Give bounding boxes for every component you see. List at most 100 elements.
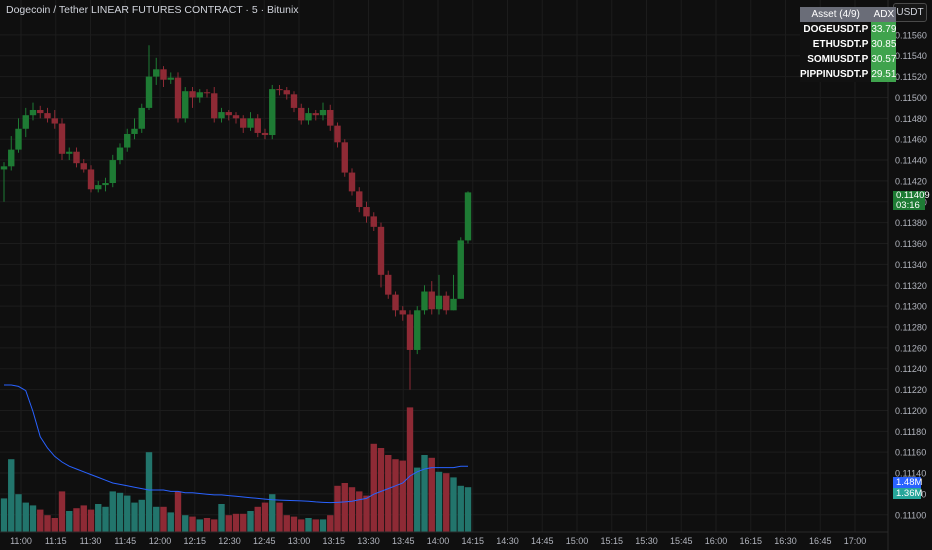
time-tick-label: 12:45 (253, 536, 276, 546)
price-tick-label: 0.11360 (895, 239, 927, 249)
time-tick-label: 13:00 (288, 536, 311, 546)
candle-countdown: 03:16 (896, 199, 920, 211)
time-tick-label: 16:15 (739, 536, 762, 546)
volume-bar (247, 511, 254, 532)
volume-ma-tag: 1.48M (893, 477, 922, 488)
volume-bar (116, 492, 124, 532)
volume-bar (87, 509, 95, 532)
volume-bar (464, 487, 472, 532)
volume-bar (348, 487, 356, 532)
candle (138, 107, 145, 129)
time-tick-label: 11:30 (80, 536, 102, 546)
price-tick-label: 0.11100 (895, 510, 926, 520)
volume-bar (44, 515, 51, 532)
adx-asset-value: 30.85 (871, 37, 897, 52)
candle (0, 166, 8, 170)
volume-bar (145, 452, 153, 532)
volume-bar (269, 494, 276, 532)
candle (232, 115, 240, 119)
candle (450, 298, 457, 311)
candle (414, 310, 421, 350)
candle (153, 69, 160, 77)
candle (435, 295, 443, 310)
candle (196, 92, 203, 98)
volume-bar (392, 459, 399, 532)
volume-bar (414, 467, 421, 532)
candle (37, 109, 44, 114)
time-tick-label: 12:15 (183, 536, 206, 546)
candle (174, 77, 182, 119)
time-tick-label: 13:45 (392, 536, 415, 546)
volume-bar (102, 506, 109, 532)
candle (276, 89, 283, 91)
candle (109, 160, 116, 184)
candle (66, 151, 73, 154)
adx-header-adx: ADX (871, 7, 897, 22)
time-tick-label: 16:45 (809, 536, 832, 546)
volume-bar (182, 515, 189, 532)
price-tick-label: 0.11140 (895, 469, 926, 479)
time-tick-label: 17:00 (844, 536, 867, 546)
volume-bar (232, 513, 240, 532)
candle (73, 151, 80, 164)
candle (327, 109, 334, 126)
volume-bar (167, 512, 174, 532)
candle (385, 274, 392, 295)
volume-bar (399, 460, 406, 532)
volume-bar (240, 513, 247, 532)
volume-bar (421, 455, 428, 532)
price-tick-label: 0.11280 (895, 322, 927, 332)
volume-bar (276, 502, 283, 532)
price-tick-label: 0.11540 (895, 51, 927, 61)
price-tick-label: 0.11380 (895, 218, 927, 228)
currency-button[interactable]: USDT (893, 3, 927, 22)
price-tick-label: 0.11200 (895, 406, 927, 416)
price-tick-label: 0.11480 (895, 114, 927, 124)
volume-bar (450, 477, 457, 532)
volume-bar (457, 485, 464, 532)
candle (421, 291, 428, 311)
candle (131, 128, 138, 134)
volume-bar (385, 455, 392, 532)
adx-asset-name: PIPPINUSDT.P (800, 67, 872, 82)
candle (457, 240, 464, 299)
time-tick-label: 11:45 (114, 536, 136, 546)
time-tick-label: 14:30 (496, 536, 519, 546)
candle (348, 172, 356, 192)
adx-header-asset: Asset (4/9) (800, 7, 872, 22)
last-price-tag: 0.11409 03:16 (893, 191, 930, 211)
volume-bar (80, 505, 87, 532)
volume-bar (22, 502, 29, 532)
candle (167, 77, 174, 80)
candle (283, 90, 290, 95)
price-tick-label: 0.11160 (895, 448, 926, 458)
volume-bar (341, 483, 348, 532)
volume-bar (377, 448, 385, 532)
volume-bar (196, 519, 203, 532)
volume-bar (225, 515, 232, 532)
time-tick-label: 12:00 (149, 536, 172, 546)
volume-bar (109, 491, 116, 532)
volume-tag: 1.36M (893, 488, 922, 499)
price-tick-label: 0.11560 (895, 30, 927, 40)
price-tick-label: 0.11260 (895, 343, 927, 353)
volume-bar (58, 491, 66, 532)
candle (44, 113, 51, 119)
volume-bar (443, 473, 450, 532)
volume-bar (312, 519, 319, 532)
time-tick-label: 13:30 (357, 536, 380, 546)
adx-asset-value: 33.79 (871, 22, 897, 37)
price-tick-label: 0.11240 (895, 364, 927, 374)
volume-bar (189, 516, 196, 532)
candle (58, 123, 66, 154)
candle (218, 112, 225, 119)
candle (15, 128, 22, 150)
price-tick-label: 0.11340 (895, 260, 927, 270)
price-tick-label: 0.11300 (895, 302, 927, 312)
candle (95, 185, 102, 190)
adx-asset-name: DOGEUSDT.P (800, 22, 872, 37)
volume-bar (15, 494, 22, 532)
volume-bar (356, 491, 363, 532)
time-tick-label: 14:15 (461, 536, 484, 546)
